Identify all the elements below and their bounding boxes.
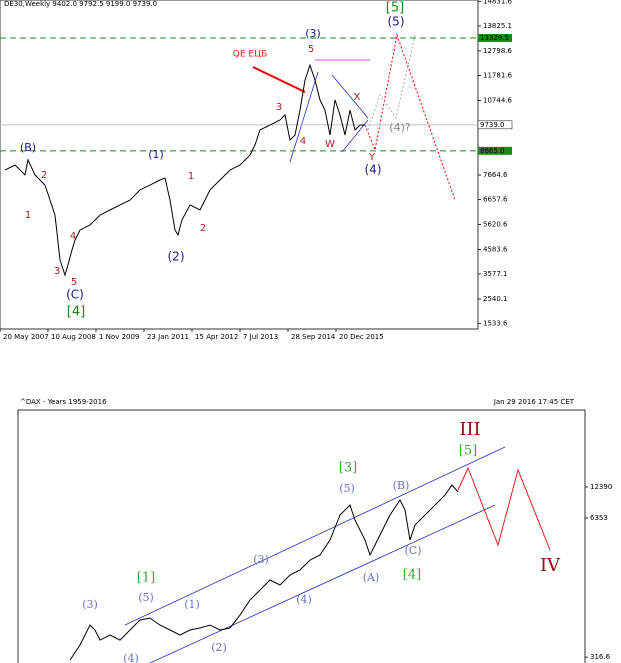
level-box: [477, 120, 513, 130]
wave-label: (A): [363, 571, 380, 584]
y-tick-label: 5620.6: [483, 220, 508, 228]
y-tick-label: 11781.6: [483, 71, 512, 79]
wave-label: [4]: [403, 568, 421, 583]
wave-label: 3: [276, 102, 282, 113]
wave-label: X: [354, 92, 361, 103]
wave-label: 2: [200, 223, 206, 234]
wave-label: [5]: [386, 1, 404, 16]
y-tick-label: 13825.1: [483, 22, 512, 30]
wave-label: QE ЕЦБ: [233, 50, 267, 60]
x-tick-label: 15 Apr 2012: [195, 333, 238, 341]
y-tick-label: 12390: [590, 483, 612, 491]
y-tick-label: 316.6: [590, 653, 611, 661]
wave-label: (3): [82, 598, 98, 611]
level-label: 9739.0: [480, 121, 505, 129]
wave-label: (4): [296, 593, 312, 606]
level-label: 8665.0: [480, 147, 505, 155]
x-tick-label: 1 Nov 2009: [99, 333, 139, 341]
forecast: [457, 466, 551, 551]
wave-label: (5): [339, 482, 355, 495]
wave-label: IV: [540, 555, 561, 576]
x-tick-label: 7 Jul 2013: [243, 333, 278, 341]
wave-label: Y: [368, 152, 376, 163]
wave-label: III: [459, 419, 480, 440]
x-tick-label: 28 Sep 2014: [291, 333, 336, 341]
wave-label: (C): [405, 544, 422, 557]
wave-label: (4): [365, 163, 382, 177]
x-tick-label: 20 Dec 2015: [339, 333, 384, 341]
wave-label: (B): [393, 479, 410, 492]
y-tick-label: 10744.6: [483, 97, 512, 105]
wave-label: (3): [305, 27, 321, 40]
wave-label: 1: [25, 210, 31, 221]
wave-label: [1]: [137, 571, 155, 586]
y-tick-label: 2540.1: [483, 295, 508, 303]
wave-label: (5): [138, 591, 154, 604]
y-tick-label: 7664.6: [483, 171, 508, 179]
x-tick-label: 10 Aug 2008: [51, 333, 96, 341]
y-tick-label: 3577.1: [483, 270, 508, 278]
level-box: [478, 33, 512, 42]
wave-label: 3: [54, 266, 60, 277]
level-box: [478, 146, 512, 155]
wave-label: (B): [20, 141, 36, 154]
y-tick-label: 6353: [590, 514, 608, 522]
wave-label: [3]: [339, 461, 357, 476]
trend-line: [331, 74, 369, 119]
y-tick-label: 4583.6: [483, 246, 508, 254]
plot-frame: [17, 409, 586, 663]
level-label: 13329.5: [480, 34, 509, 42]
wave-label: 4: [70, 231, 76, 242]
y-tick-label: 6657.6: [483, 195, 508, 203]
chart-title: DE30,Weekly 9402.0 9792.5 9199.0 9739.0: [4, 0, 157, 8]
wave-label: 5: [308, 44, 314, 55]
arrow: [252, 66, 306, 93]
wave-label: (2): [168, 250, 185, 264]
wave-label: 1: [188, 171, 194, 182]
y-tick-label: 12798.6: [483, 47, 512, 55]
wave-label: (1): [148, 148, 164, 161]
channel-line: [149, 504, 496, 663]
wave-label: 5: [71, 277, 77, 288]
y-tick-label: 14831.6: [483, 0, 512, 6]
wave-label: (2): [211, 641, 227, 654]
wave-label: [5]: [459, 444, 477, 459]
wave-label: 2: [41, 170, 47, 181]
x-tick-label: 20 May 2007: [3, 333, 49, 341]
y-tick-label: 1533.6: [483, 319, 508, 327]
wave-label: [4]: [67, 305, 85, 320]
wave-label: (4)?: [389, 121, 411, 134]
wave-label: W: [325, 139, 335, 150]
wave-label: (3): [253, 553, 269, 566]
wave-label: (1): [184, 598, 200, 611]
wave-label: 4: [300, 136, 306, 147]
channel-line: [124, 446, 506, 626]
forecast: [364, 33, 456, 201]
trend-line: [289, 71, 319, 163]
price-line: [69, 484, 459, 661]
wave-label: (4): [123, 652, 139, 663]
x-tick-label: 23 Jan 2011: [147, 333, 189, 341]
price-line: [4, 63, 366, 277]
chart-title: ^DAX - Years 1959-2016: [20, 398, 107, 406]
plot-frame: [0, 0, 479, 330]
chart-subtitle: Jan 29 2016 17:45 CET: [493, 398, 575, 406]
wave-label: (5): [388, 15, 405, 29]
wave-label: (C): [66, 288, 84, 302]
